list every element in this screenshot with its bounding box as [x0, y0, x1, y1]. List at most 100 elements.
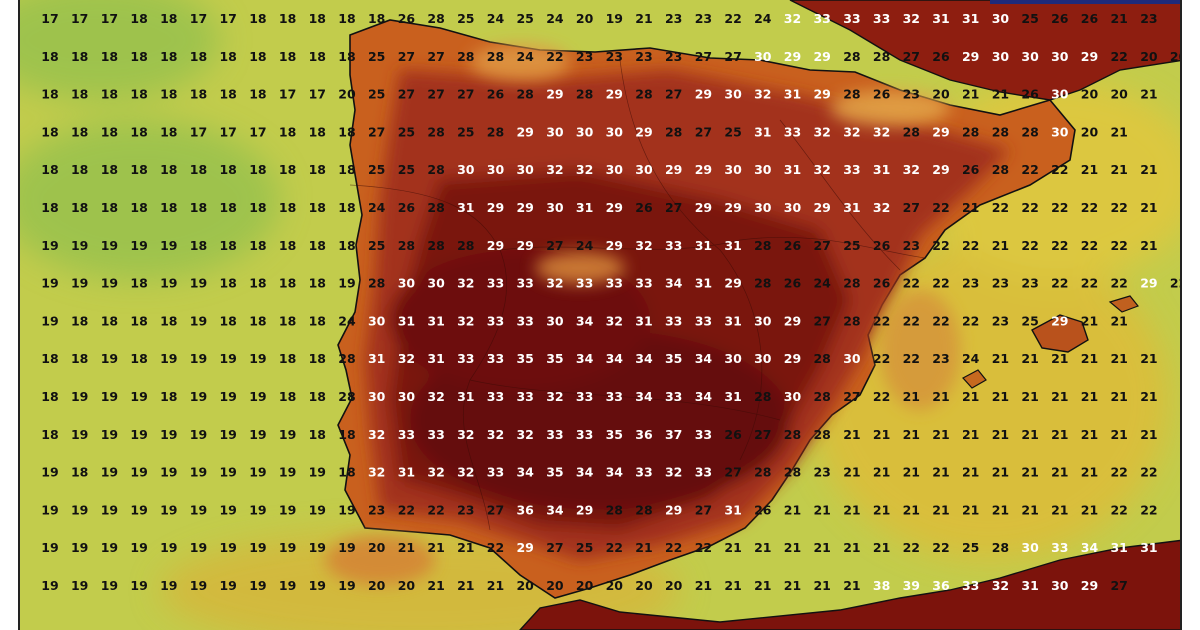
temperature-label: 18	[279, 389, 296, 404]
temperature-label: 33	[427, 427, 444, 442]
temperature-label: 32	[457, 276, 474, 291]
temperature-label: 30	[576, 124, 594, 139]
temperature-label: 31	[843, 200, 860, 215]
temperature-label: 28	[843, 313, 860, 328]
temperature-label: 33	[784, 124, 801, 139]
temperature-label: 31	[754, 124, 771, 139]
temperature-label: 31	[576, 200, 593, 215]
temperature-label: 21	[843, 540, 860, 555]
temperature-label: 19	[130, 502, 147, 517]
temperature-label: 29	[724, 200, 741, 215]
temperature-label: 30	[754, 162, 772, 177]
temperature-label: 18	[130, 124, 147, 139]
temperature-label: 18	[338, 124, 355, 139]
temperature-label: 30	[754, 351, 772, 366]
temperature-label: 22	[546, 49, 563, 64]
temperature-label: 28	[843, 87, 860, 102]
temperature-label: 32	[843, 124, 860, 139]
temperature-label: 30	[784, 200, 802, 215]
temperature-label: 25	[368, 162, 385, 177]
temperature-label: 18	[130, 200, 147, 215]
temperature-label: 32	[427, 465, 444, 480]
temperature-label: 17	[41, 11, 58, 26]
temperature-label: 18	[101, 124, 118, 139]
temperature-label: 22	[724, 11, 741, 26]
temperature-label: 19	[101, 502, 118, 517]
temperature-label: 19	[101, 427, 118, 442]
temperature-label: 21	[724, 540, 741, 555]
temperature-label: 18	[190, 162, 207, 177]
temperature-label: 21	[1051, 389, 1068, 404]
temperature-label: 21	[784, 540, 801, 555]
temperature-label: 18	[190, 200, 207, 215]
temperature-map-svg: 17 17 17 18 18 17 17 18 18 18 18 18 26 28 25 24 25 24 20 19…	[20, 0, 1180, 630]
temperature-label: 25	[368, 49, 385, 64]
temperature-label: 28	[457, 49, 474, 64]
temperature-label: 18	[219, 49, 236, 64]
temperature-label: 19	[130, 578, 147, 593]
temperature-label: 33	[487, 465, 504, 480]
temperature-label: 33	[1051, 540, 1068, 555]
temperature-label: 21	[784, 502, 801, 517]
temperature-label: 37	[665, 427, 682, 442]
temperature-label: 23	[1021, 276, 1038, 291]
temperature-label: 34	[695, 389, 713, 404]
temperature-label: 23	[1140, 11, 1157, 26]
temperature-label: 33	[813, 11, 830, 26]
temperature-label: 25	[843, 238, 860, 253]
temperature-label: 31	[724, 238, 741, 253]
temperature-label: 28	[754, 276, 771, 291]
temperature-label: 21	[962, 87, 979, 102]
temperature-label: 29	[606, 87, 623, 102]
temperature-label: 23	[576, 49, 593, 64]
temperature-label: 19	[190, 578, 207, 593]
temperature-label: 19	[309, 578, 326, 593]
temperature-label: 34	[1081, 540, 1099, 555]
temperature-label: 23	[903, 238, 920, 253]
temperature-label: 21	[457, 540, 474, 555]
temperature-label: 21	[873, 540, 890, 555]
temperature-label: 21	[427, 540, 444, 555]
temperature-label: 18	[249, 238, 266, 253]
temperature-label: 18	[309, 200, 326, 215]
temperature-label: 18	[279, 276, 296, 291]
temperature-label: 31	[635, 313, 652, 328]
temperature-label: 25	[1021, 313, 1038, 328]
temperature-label: 19	[101, 351, 118, 366]
temperature-label: 20	[368, 540, 386, 555]
temperature-label: 32	[516, 427, 533, 442]
temperature-label: 18	[338, 162, 355, 177]
temperature-label: 21	[1110, 389, 1127, 404]
temperature-label: 18	[71, 465, 88, 480]
temperature-label: 18	[219, 162, 236, 177]
temperature-label: 24	[546, 11, 564, 26]
temperature-label: 21	[1051, 502, 1068, 517]
temperature-label: 29	[813, 200, 830, 215]
temperature-label: 32	[813, 124, 830, 139]
temperature-label: 19	[249, 540, 266, 555]
temperature-label: 30	[1051, 578, 1069, 593]
temperature-label: 27	[813, 238, 830, 253]
temperature-label: 19	[190, 351, 207, 366]
temperature-label: 28	[962, 124, 979, 139]
temperature-label: 28	[784, 427, 801, 442]
temperature-label: 19	[101, 389, 118, 404]
temperature-label: 26	[873, 238, 891, 253]
temperature-label: 29	[784, 351, 801, 366]
temperature-label: 28	[635, 87, 652, 102]
temperature-label: 33	[398, 427, 415, 442]
temperature-label: 33	[665, 313, 682, 328]
temperature-label: 22	[932, 200, 949, 215]
temperature-label: 28	[813, 351, 830, 366]
temperature-label: 26	[1051, 11, 1069, 26]
temperature-label: 18	[309, 351, 326, 366]
temperature-label: 19	[309, 465, 326, 480]
temperature-label: 17	[101, 11, 118, 26]
temperature-label: 18	[249, 162, 266, 177]
temperature-label: 21	[635, 540, 652, 555]
temperature-label: 28	[754, 465, 771, 480]
temperature-label: 25	[1021, 11, 1038, 26]
temperature-label: 33	[695, 313, 712, 328]
temperature-label: 26	[873, 276, 891, 291]
temperature-label: 29	[576, 502, 593, 517]
